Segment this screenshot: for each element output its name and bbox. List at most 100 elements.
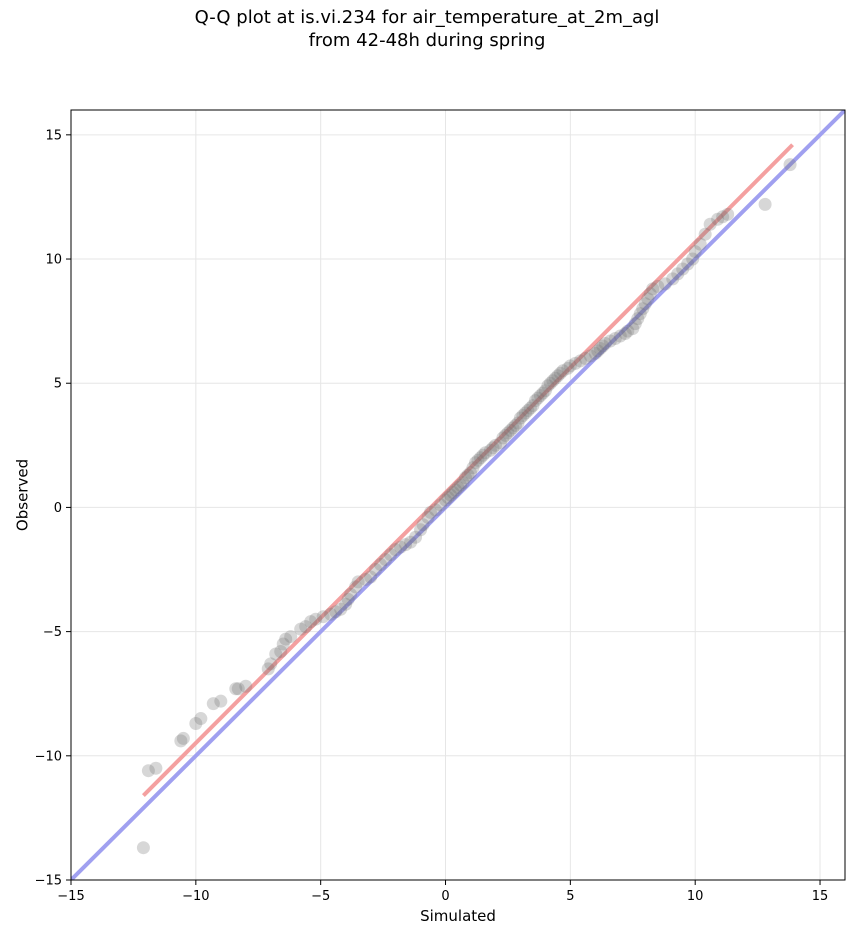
qq-point: [626, 322, 640, 336]
qq-point: [274, 644, 288, 658]
qq-point: [136, 841, 150, 855]
qq-point: [686, 252, 700, 266]
qq-point: [638, 297, 652, 311]
qq-point: [473, 451, 487, 465]
qq-point: [304, 615, 318, 629]
qq-point: [496, 431, 510, 445]
qq-point: [478, 446, 492, 460]
qq-point: [279, 632, 293, 646]
qq-point: [681, 257, 695, 271]
qq-point: [189, 717, 203, 731]
qq-point: [206, 697, 220, 711]
qq-point: [561, 361, 575, 375]
qq-point: [446, 486, 460, 500]
qq-point: [441, 490, 455, 504]
qq-point: [394, 540, 408, 554]
qq-point: [523, 401, 537, 415]
qq-point: [369, 563, 383, 577]
qq-point: [543, 376, 557, 390]
qq-point: [284, 630, 298, 644]
qq-point: [453, 478, 467, 492]
qq-point: [339, 597, 353, 611]
qq-point: [666, 272, 680, 286]
qq-point: [399, 538, 413, 552]
qq-point: [276, 637, 290, 651]
qq-point: [511, 416, 525, 430]
qq-point: [174, 734, 188, 748]
qq-point: [231, 682, 245, 696]
qq-point: [468, 456, 482, 470]
qq-point: [149, 761, 163, 775]
qq-point: [563, 359, 577, 373]
qq-point: [553, 366, 567, 380]
qq-point: [608, 332, 622, 346]
qq-point: [414, 523, 428, 537]
qq-point: [546, 374, 560, 388]
x-tick-label: 0: [441, 889, 449, 904]
qq-point: [526, 399, 540, 413]
qq-point: [379, 553, 393, 567]
qq-point: [329, 605, 343, 619]
qq-point: [476, 448, 490, 462]
qq-point: [461, 468, 475, 482]
qq-point: [521, 404, 535, 418]
qq-point: [628, 317, 642, 331]
qq-point: [613, 329, 627, 343]
qq-point: [651, 279, 665, 293]
qq-point: [556, 364, 570, 378]
x-axis-ticks: −15 −10 −5 0 5 10 15: [57, 880, 828, 904]
qq-point: [578, 351, 592, 365]
qq-point: [349, 580, 363, 594]
qq-point: [501, 426, 515, 440]
qq-point: [493, 436, 507, 450]
x-tick-label: −10: [182, 889, 209, 904]
qq-point: [538, 384, 552, 398]
qq-point: [636, 302, 650, 316]
qq-point: [646, 282, 660, 296]
qq-point: [341, 592, 355, 606]
qq-point: [518, 406, 532, 420]
qq-point: [621, 324, 635, 338]
qq-point: [309, 612, 323, 626]
qq-point: [424, 505, 438, 519]
fit-line: [141, 143, 794, 797]
qq-point: [466, 461, 480, 475]
data-points: [136, 158, 797, 855]
qq-point: [176, 731, 190, 745]
qq-point: [458, 471, 472, 485]
qq-point: [693, 237, 707, 251]
qq-point: [503, 423, 517, 437]
qq-point: [434, 498, 448, 512]
qq-point: [721, 207, 735, 221]
reference-lines: [71, 110, 845, 880]
y-axis-label: Observed: [13, 459, 31, 531]
qq-point: [264, 657, 278, 671]
x-tick-label: 15: [812, 889, 829, 904]
qq-point: [421, 510, 435, 524]
qq-point: [324, 607, 338, 621]
qq-point: [214, 694, 228, 708]
y-tick-label: 5: [54, 377, 62, 392]
qq-point: [409, 530, 423, 544]
qq-point: [698, 227, 712, 241]
qq-point: [688, 245, 702, 259]
qq-point: [344, 587, 358, 601]
qq-point: [716, 210, 730, 224]
qq-point: [194, 712, 208, 726]
qq-point: [633, 307, 647, 321]
qq-point: [598, 336, 612, 350]
qq-point: [359, 572, 373, 586]
qq-point: [641, 292, 655, 306]
qq-point: [508, 418, 522, 432]
qq-point: [671, 267, 685, 281]
qq-point: [364, 570, 378, 584]
qq-point: [444, 488, 458, 502]
x-axis-label: Simulated: [420, 907, 496, 925]
qq-point: [141, 764, 155, 778]
qq-point: [551, 369, 565, 383]
qq-point: [404, 535, 418, 549]
qq-point: [591, 344, 605, 358]
qq-point: [631, 312, 645, 326]
qq-point: [643, 287, 657, 301]
